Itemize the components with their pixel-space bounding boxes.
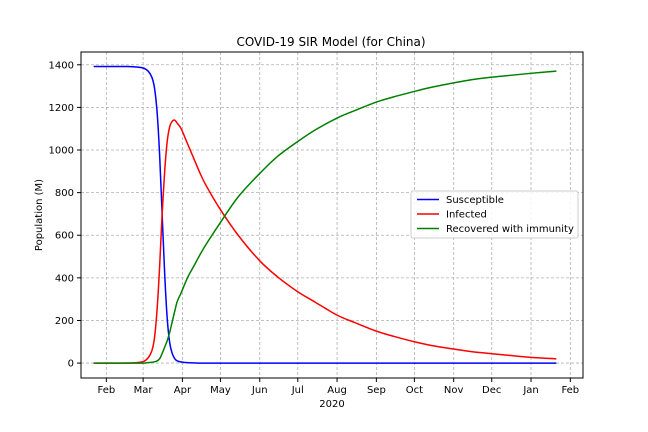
legend-label: Infected — [446, 210, 487, 221]
legend-box — [410, 190, 579, 239]
y-axis-title: Population (M) — [34, 179, 45, 251]
series-line-1 — [93, 119, 557, 364]
x-tick-label: Feb — [561, 385, 579, 396]
x-tick-label: Feb — [97, 385, 115, 396]
x-tick-label: Nov — [444, 385, 464, 396]
y-axis-ticks: 0 200 400 600 800 1000 1200 1400 — [49, 60, 81, 370]
x-tick-label: Sep — [367, 385, 386, 396]
x-axis-title: 2020 — [319, 399, 344, 410]
x-tick-label: Jun — [251, 385, 268, 396]
series-line-2 — [93, 70, 557, 364]
x-tick-label: Jul — [291, 385, 304, 396]
y-tick-label: 200 — [55, 316, 74, 327]
legend: Susceptible Infected Recovered with immuni… — [410, 190, 579, 239]
series-line-0 — [93, 65, 557, 364]
plot-lines — [93, 65, 557, 364]
x-tick-label: Oct — [406, 385, 423, 396]
legend-label: Recovered with immunity — [446, 224, 574, 235]
y-tick-label: 600 — [55, 231, 74, 242]
x-tick-label: Apr — [174, 385, 192, 396]
plot-frame — [80, 51, 584, 379]
y-tick-label: 1200 — [49, 103, 74, 114]
y-tick-label: 400 — [55, 273, 74, 284]
x-tick-label: Aug — [327, 385, 347, 396]
x-tick-label: Mar — [134, 385, 154, 396]
y-tick-label: 0 — [68, 359, 74, 370]
legend-label: Susceptible — [446, 195, 504, 206]
y-tick-label: 1400 — [49, 60, 74, 71]
chart-title: COVID-19 SIR Model (for China) — [236, 35, 425, 49]
x-axis-ticks: Feb Mar Apr May Jun Jul Aug Sep Oct Nov Dec Jan Feb — [97, 378, 579, 396]
x-tick-label: Dec — [482, 385, 501, 396]
x-tick-label: Jan — [522, 385, 538, 396]
y-tick-label: 1000 — [49, 146, 74, 157]
x-tick-label: May — [210, 385, 231, 396]
y-tick-label: 800 — [55, 188, 74, 199]
